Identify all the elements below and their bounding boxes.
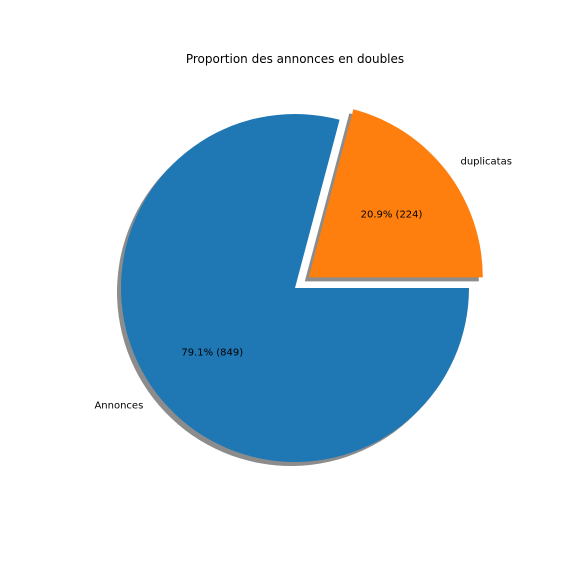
pie-slice-duplicatas xyxy=(308,109,483,278)
slice-pct-label-annonces: 79.1% (849) xyxy=(181,348,243,359)
chart-title: Proportion des annonces en doubles xyxy=(186,52,404,66)
slices xyxy=(121,109,483,463)
slice-labels: Annonces 79.1% (849) duplicatas 20.9% (224) xyxy=(94,157,511,412)
slice-pct-label-duplicatas: 20.9% (224) xyxy=(361,210,423,221)
pie-slice-annonces xyxy=(121,114,469,463)
slice-label-duplicatas: duplicatas xyxy=(460,157,511,168)
slice-label-annonces: Annonces xyxy=(94,401,143,412)
